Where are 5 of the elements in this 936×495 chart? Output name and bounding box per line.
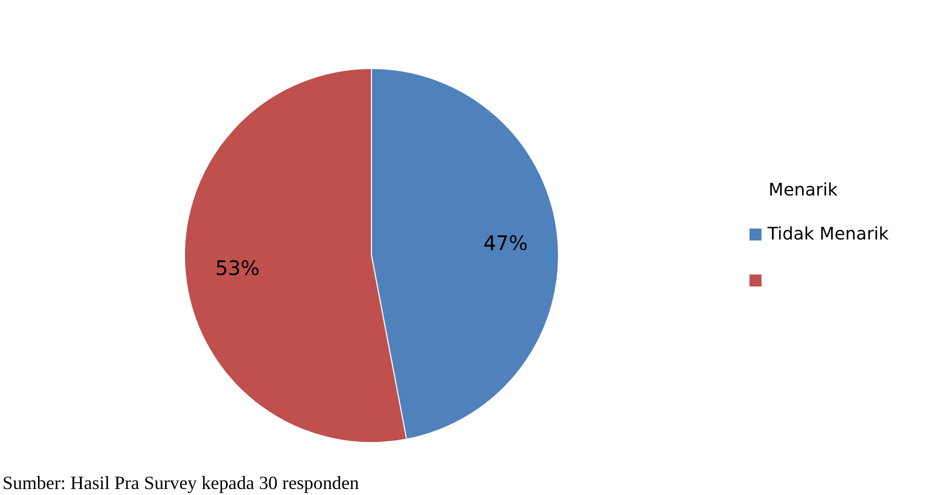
legend-label: Tidak Menarik — [766, 224, 889, 244]
data-label: 47% — [483, 230, 528, 255]
legend-title: Menarik — [768, 180, 838, 200]
data-label: 53% — [215, 256, 260, 280]
text: Sumber: Hasil Pra Survey kepada 30 responden — [2, 473, 360, 494]
